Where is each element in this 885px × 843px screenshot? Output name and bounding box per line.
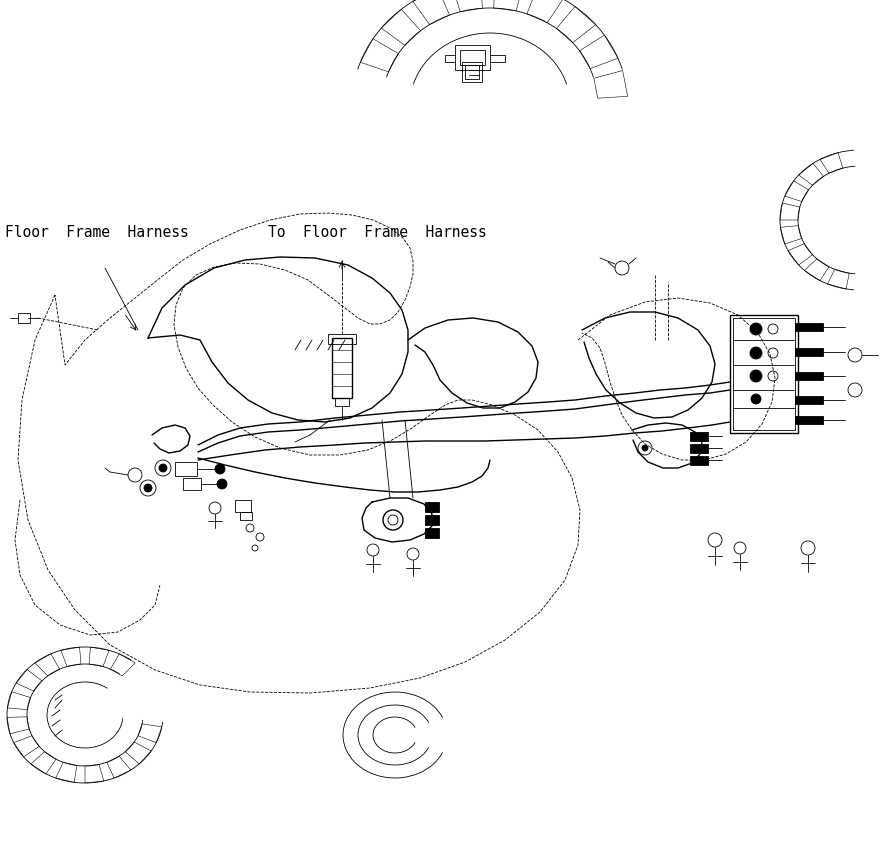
Bar bbox=[183, 478, 201, 490]
Bar bbox=[690, 432, 708, 441]
Circle shape bbox=[750, 347, 762, 359]
Bar bbox=[235, 500, 251, 512]
Bar bbox=[795, 396, 823, 404]
Circle shape bbox=[159, 464, 167, 472]
Bar bbox=[795, 416, 823, 424]
Bar bbox=[795, 323, 823, 331]
Circle shape bbox=[750, 323, 762, 335]
Text: To  Floor  Frame  Harness: To Floor Frame Harness bbox=[268, 225, 487, 240]
Bar bbox=[460, 50, 485, 65]
Text: Floor  Frame  Harness: Floor Frame Harness bbox=[5, 225, 189, 240]
Circle shape bbox=[751, 394, 761, 404]
Circle shape bbox=[750, 370, 762, 382]
Circle shape bbox=[642, 445, 648, 451]
Bar bbox=[730, 315, 798, 433]
Bar bbox=[240, 512, 252, 520]
Bar bbox=[690, 456, 708, 465]
Bar bbox=[328, 334, 356, 344]
Bar bbox=[733, 318, 795, 430]
Bar bbox=[455, 45, 490, 70]
Bar bbox=[425, 502, 439, 512]
Bar bbox=[18, 313, 30, 323]
Bar bbox=[332, 338, 352, 398]
Bar bbox=[795, 348, 823, 356]
Circle shape bbox=[217, 479, 227, 489]
Circle shape bbox=[215, 464, 225, 474]
Circle shape bbox=[144, 484, 152, 492]
Bar bbox=[462, 62, 482, 82]
Bar bbox=[425, 515, 439, 525]
Bar bbox=[690, 444, 708, 453]
Bar bbox=[335, 398, 349, 406]
Bar bbox=[425, 528, 439, 538]
Bar bbox=[465, 65, 479, 79]
Bar bbox=[795, 372, 823, 380]
Bar bbox=[175, 462, 197, 476]
